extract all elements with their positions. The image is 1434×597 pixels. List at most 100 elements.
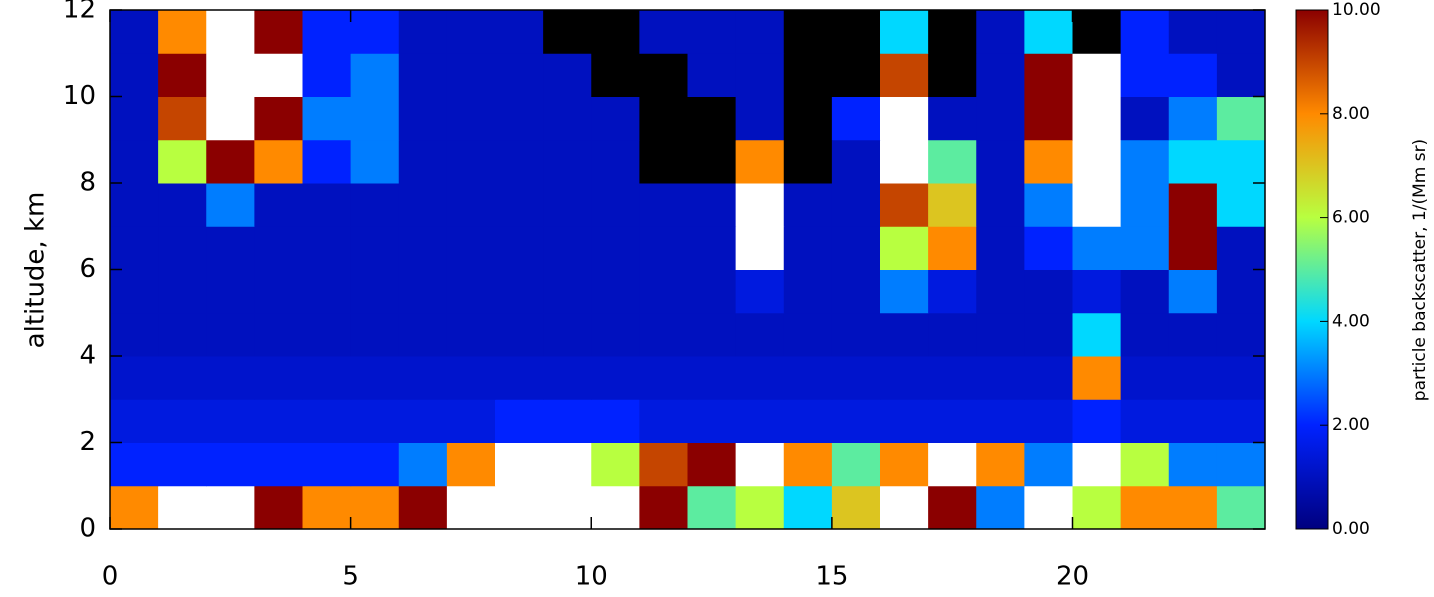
heatmap-cell: [880, 442, 929, 487]
heatmap-cell: [783, 139, 833, 184]
heatmap-cell: [398, 96, 448, 141]
heatmap-cell: [398, 10, 448, 54]
x-tick-label: 10: [575, 562, 608, 592]
heatmap-cell: [880, 399, 929, 443]
heatmap-cell: [831, 399, 881, 443]
heatmap-cell: [1072, 312, 1122, 357]
heatmap-cell: [880, 485, 929, 530]
heatmap-cell: [350, 53, 400, 97]
heatmap-cell: [687, 485, 737, 530]
heatmap-cell: [831, 10, 881, 54]
heatmap-cell: [1216, 183, 1266, 227]
heatmap-cell: [783, 96, 833, 141]
heatmap-cell: [302, 356, 352, 400]
heatmap-cell: [1216, 96, 1266, 141]
heatmap-cell: [928, 485, 977, 530]
colorbar-tick-label: 6.00: [1332, 208, 1370, 228]
heatmap-cell: [350, 399, 400, 443]
heatmap-cell: [302, 53, 352, 97]
heatmap-cell: [1072, 183, 1122, 227]
heatmap-cell: [639, 485, 688, 530]
x-tick-label: 0: [102, 562, 119, 592]
heatmap-cell: [687, 356, 737, 400]
y-axis-label: altitude, km: [21, 192, 51, 349]
heatmap-cell: [350, 139, 400, 184]
heatmap-cell: [302, 96, 352, 141]
heatmap-cell: [495, 96, 544, 141]
heatmap-cell: [495, 53, 544, 97]
heatmap-cell: [1168, 356, 1218, 400]
heatmap-cell: [976, 226, 1025, 270]
heatmap-cell: [254, 53, 303, 97]
heatmap-cell: [639, 183, 688, 227]
heatmap-cell: [302, 442, 352, 487]
heatmap-cell: [1216, 10, 1266, 54]
heatmap-cell: [543, 399, 592, 443]
heatmap-cell: [398, 356, 448, 400]
heatmap-cell: [639, 312, 688, 357]
heatmap-cell: [591, 226, 640, 270]
heatmap-cell: [1168, 139, 1218, 184]
heatmap-cell: [1024, 139, 1073, 184]
heatmap-cell: [1072, 269, 1122, 314]
heatmap-cell: [543, 226, 592, 270]
heatmap-cell: [302, 226, 352, 270]
heatmap-cell: [495, 183, 544, 227]
heatmap-cell: [880, 139, 929, 184]
heatmap-cell: [1120, 53, 1170, 97]
heatmap-cell: [158, 226, 207, 270]
heatmap-cell: [735, 53, 785, 97]
colorbar-tick-label: 2.00: [1332, 415, 1370, 435]
heatmap-cell: [254, 139, 303, 184]
heatmap-cell: [1168, 10, 1218, 54]
heatmap-cell: [206, 442, 255, 487]
heatmap-cell: [543, 10, 592, 54]
heatmap-cell: [158, 399, 207, 443]
heatmap-cell: [976, 269, 1025, 314]
heatmap-cell: [302, 485, 352, 530]
heatmap-cell: [446, 10, 496, 54]
heatmap-cell: [976, 442, 1025, 487]
heatmap-cell: [976, 96, 1025, 141]
heatmap-cell: [880, 312, 929, 357]
heatmap-cell: [110, 226, 159, 270]
heatmap-cell: [976, 312, 1025, 357]
heatmap-cell: [591, 139, 640, 184]
heatmap-cell: [1120, 312, 1170, 357]
heatmap-cell: [446, 53, 496, 97]
heatmap-cell: [783, 312, 833, 357]
heatmap-cell: [1072, 356, 1122, 400]
heatmap-cell: [206, 139, 255, 184]
heatmap-cell: [495, 442, 544, 487]
heatmap-cell: [1120, 269, 1170, 314]
heatmap-cell: [880, 10, 929, 54]
heatmap-cell: [1072, 399, 1122, 443]
heatmap-cell: [302, 269, 352, 314]
heatmap-cell: [639, 139, 688, 184]
y-tick-label: 6: [79, 254, 96, 284]
heatmap-cell: [446, 356, 496, 400]
heatmap-cell: [687, 183, 737, 227]
heatmap-cell: [1168, 183, 1218, 227]
heatmap-cell: [206, 96, 255, 141]
heatmap-cell: [687, 442, 737, 487]
heatmap-cell: [543, 183, 592, 227]
heatmap-cell: [976, 139, 1025, 184]
heatmap-cell: [783, 442, 833, 487]
heatmap-cell: [350, 269, 400, 314]
heatmap-cell: [928, 312, 977, 357]
heatmap-cell: [350, 356, 400, 400]
heatmap-cell: [976, 183, 1025, 227]
heatmap-cell: [495, 356, 544, 400]
heatmap-cell: [783, 485, 833, 530]
heatmap-cell: [591, 399, 640, 443]
heatmap-cell: [591, 312, 640, 357]
heatmap-cell: [302, 139, 352, 184]
heatmap-cell: [350, 96, 400, 141]
heatmap-cell: [1120, 96, 1170, 141]
colorbar-label: particle backscatter, 1/(Mm sr): [1410, 139, 1430, 401]
y-tick-label: 2: [79, 427, 96, 457]
heatmap-cell: [1120, 139, 1170, 184]
heatmap-cell: [158, 442, 207, 487]
